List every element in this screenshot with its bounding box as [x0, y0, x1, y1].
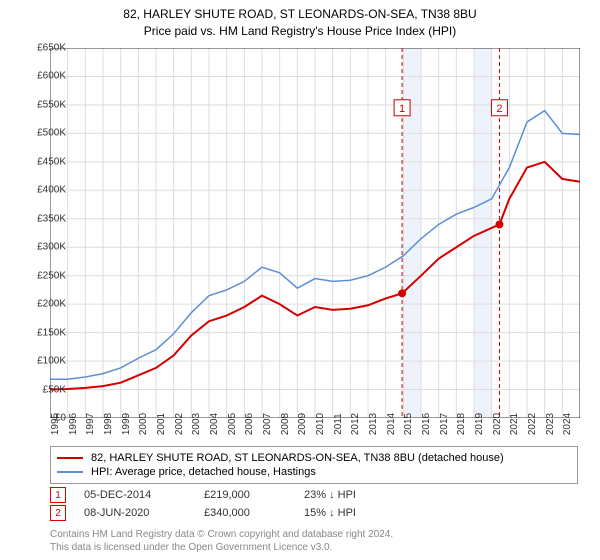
ytick-label: £500K [37, 128, 66, 139]
marker-row-2: 2 08-JUN-2020 £340,000 15% ↓ HPI [50, 504, 394, 522]
xtick-label: 2020 [492, 413, 503, 435]
ytick-label: £100K [37, 356, 66, 367]
xtick-label: 2018 [456, 413, 467, 435]
xtick-label: 2006 [244, 413, 255, 435]
xtick-label: 2001 [156, 413, 167, 435]
footer-line-1: Contains HM Land Registry data © Crown c… [50, 528, 393, 541]
xtick-label: 1998 [103, 413, 114, 435]
xtick-label: 2024 [562, 413, 573, 435]
legend-label-hpi: HPI: Average price, detached house, Hast… [91, 466, 316, 478]
svg-text:2: 2 [496, 103, 502, 115]
xtick-label: 2016 [421, 413, 432, 435]
xtick-label: 1996 [68, 413, 79, 435]
xtick-label: 1997 [85, 413, 96, 435]
xtick-label: 2000 [138, 413, 149, 435]
ytick-label: £50K [43, 384, 66, 395]
xtick-label: 2021 [509, 413, 520, 435]
legend-label-property: 82, HARLEY SHUTE ROAD, ST LEONARDS-ON-SE… [91, 452, 504, 464]
title-block: 82, HARLEY SHUTE ROAD, ST LEONARDS-ON-SE… [0, 0, 600, 40]
ytick-label: £550K [37, 99, 66, 110]
ytick-label: £600K [37, 71, 66, 82]
xtick-label: 2009 [297, 413, 308, 435]
marker-date-1: 05-DEC-2014 [84, 489, 204, 501]
title-line-1: 82, HARLEY SHUTE ROAD, ST LEONARDS-ON-SE… [0, 6, 600, 23]
ytick-label: £400K [37, 185, 66, 196]
xtick-label: 2008 [280, 413, 291, 435]
footer-line-2: This data is licensed under the Open Gov… [50, 541, 393, 554]
xtick-label: 1995 [50, 413, 61, 435]
xtick-label: 2012 [350, 413, 361, 435]
xtick-label: 2022 [527, 413, 538, 435]
marker-date-2: 08-JUN-2020 [84, 507, 204, 519]
legend-swatch-property [57, 457, 83, 459]
xtick-label: 2004 [209, 413, 220, 435]
ytick-label: £350K [37, 213, 66, 224]
xtick-label: 2015 [403, 413, 414, 435]
xtick-label: 2005 [227, 413, 238, 435]
legend: 82, HARLEY SHUTE ROAD, ST LEONARDS-ON-SE… [50, 446, 578, 484]
ytick-label: £300K [37, 242, 66, 253]
xtick-label: 2023 [545, 413, 556, 435]
xtick-label: 2007 [262, 413, 273, 435]
xtick-label: 1999 [121, 413, 132, 435]
xtick-label: 2011 [333, 413, 344, 435]
marker-pct-2: 15% ↓ HPI [304, 507, 394, 519]
marker-badge-1: 1 [50, 487, 66, 503]
xtick-label: 2010 [315, 413, 326, 435]
marker-price-1: £219,000 [204, 489, 304, 501]
xtick-label: 2017 [439, 413, 450, 435]
ytick-label: £650K [37, 43, 66, 54]
chart-container: 82, HARLEY SHUTE ROAD, ST LEONARDS-ON-SE… [0, 0, 600, 560]
xtick-label: 2019 [474, 413, 485, 435]
ytick-label: £250K [37, 270, 66, 281]
xtick-label: 2013 [368, 413, 379, 435]
marker-pct-1: 23% ↓ HPI [304, 489, 394, 501]
xtick-label: 2003 [191, 413, 202, 435]
marker-table: 1 05-DEC-2014 £219,000 23% ↓ HPI 2 08-JU… [50, 486, 394, 522]
marker-price-2: £340,000 [204, 507, 304, 519]
ytick-label: £150K [37, 327, 66, 338]
svg-text:1: 1 [399, 103, 405, 115]
footer: Contains HM Land Registry data © Crown c… [50, 528, 393, 554]
legend-item-property: 82, HARLEY SHUTE ROAD, ST LEONARDS-ON-SE… [57, 451, 571, 465]
ytick-label: £200K [37, 299, 66, 310]
legend-item-hpi: HPI: Average price, detached house, Hast… [57, 465, 571, 479]
marker-badge-2: 2 [50, 505, 66, 521]
xtick-label: 2002 [174, 413, 185, 435]
marker-row-1: 1 05-DEC-2014 £219,000 23% ↓ HPI [50, 486, 394, 504]
price-chart: 12 [50, 48, 580, 418]
title-line-2: Price paid vs. HM Land Registry's House … [0, 23, 600, 40]
xtick-label: 2014 [386, 413, 397, 435]
ytick-label: £450K [37, 156, 66, 167]
legend-swatch-hpi [57, 471, 83, 473]
